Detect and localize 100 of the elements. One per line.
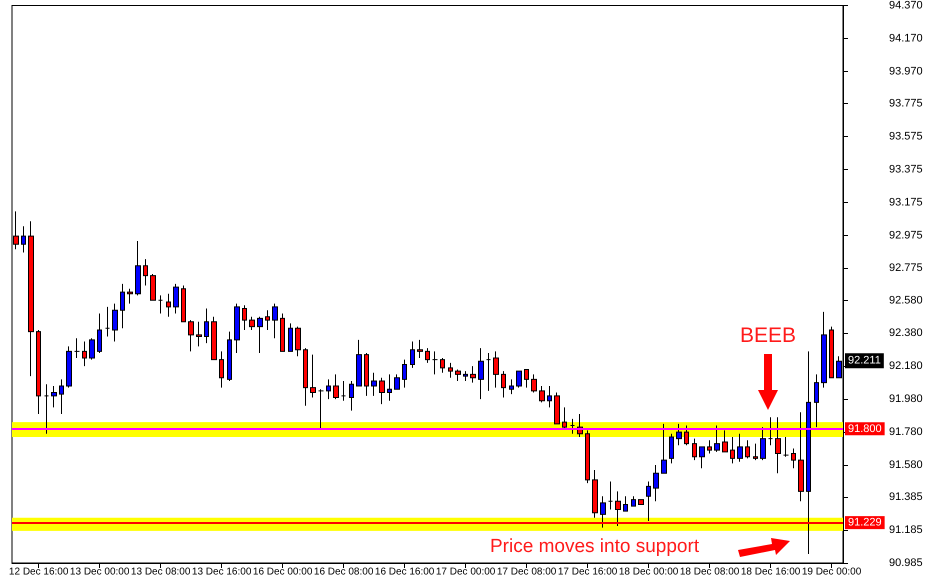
x-tick-label: 17 Dec 16:00 [558, 566, 618, 578]
candlestick [600, 496, 606, 528]
candlestick [364, 352, 369, 396]
candlestick [684, 424, 689, 446]
candlestick [760, 426, 766, 461]
candlestick [326, 378, 331, 400]
candlestick [585, 430, 590, 484]
candlestick [379, 377, 385, 405]
x-tick-label: 13 Dec 00:00 [70, 566, 130, 578]
candlestick [120, 283, 125, 329]
candlestick [775, 416, 781, 474]
candlestick [448, 362, 453, 378]
candlestick [554, 392, 560, 424]
y-tick-label: 92.380 [889, 327, 923, 340]
y-tick-label: 91.780 [889, 426, 923, 438]
candlestick [341, 380, 346, 402]
candlestick [692, 438, 697, 461]
candlestick [173, 283, 179, 314]
candlestick [722, 430, 728, 452]
candlestick [265, 310, 270, 330]
candlestick [89, 338, 95, 360]
y-tick-label: 92.775 [889, 262, 923, 274]
candlestick [821, 311, 827, 388]
candlestick [768, 416, 773, 446]
candlestick [493, 350, 499, 388]
y-tick-label: 92.975 [889, 229, 923, 242]
candlestick [676, 423, 682, 446]
candlestick [21, 226, 26, 254]
candlestick [524, 368, 529, 388]
y-tick-label: 94.370 [889, 0, 923, 12]
candlestick [257, 316, 263, 354]
candlestick [44, 384, 49, 434]
x-tick-label: 16 Dec 08:00 [314, 566, 374, 578]
candlestick [333, 374, 339, 400]
x-tick-label: 16 Dec 16:00 [374, 566, 435, 578]
x-tick-label: 18 Dec 08:00 [680, 566, 740, 578]
candlestick [440, 357, 445, 374]
candlestick [791, 448, 796, 469]
candlestick [288, 322, 293, 352]
candlestick [303, 348, 308, 406]
candlestick [211, 316, 217, 360]
candlestick [158, 294, 163, 314]
x-tick-label: 17 Dec 08:00 [496, 566, 557, 578]
candlestick [463, 370, 468, 382]
candlestick [798, 412, 804, 502]
y-tick-label: 91.185 [889, 524, 923, 536]
candlestick [234, 303, 240, 354]
x-tick-label: 13 Dec 08:00 [130, 566, 191, 578]
candlestick [112, 303, 118, 342]
candlestick [631, 496, 636, 507]
candlestick [242, 304, 247, 330]
x-tick-label: 13 Dec 16:00 [192, 566, 252, 578]
text: 92.211 [848, 354, 881, 367]
y-tick-label: 93.175 [889, 196, 923, 208]
y-tick-label: 91.580 [889, 459, 923, 472]
candlestick [562, 406, 567, 430]
candlestick [219, 350, 224, 388]
candlestick [318, 388, 324, 430]
candlestick [531, 374, 537, 394]
candlestick [829, 326, 834, 378]
candlestick [227, 331, 232, 382]
candlestick [501, 370, 506, 398]
candlestick [150, 273, 156, 301]
candlestick [166, 293, 171, 318]
candlestick [135, 240, 141, 296]
candlestick [181, 284, 186, 322]
candlestick [646, 480, 651, 522]
candlestick [547, 385, 552, 408]
candlestick [59, 378, 64, 414]
y-tick-label: 91.980 [889, 393, 923, 406]
candlestick [509, 378, 514, 395]
candlestick [707, 440, 712, 454]
candlestick [310, 354, 316, 398]
candlestick [455, 368, 461, 382]
candlestick [249, 316, 255, 330]
candlestick [714, 424, 720, 452]
candlestick [814, 374, 819, 428]
candlestick [97, 312, 102, 354]
candlestick [478, 348, 484, 400]
candlestick [417, 339, 423, 358]
candlestick [745, 440, 750, 459]
x-tick-label: 16 Dec 00:00 [252, 566, 313, 578]
candlestick [402, 359, 407, 388]
candlestick [699, 446, 705, 469]
candlestick [425, 348, 430, 364]
y-tick-label: 92.580 [889, 294, 923, 306]
candlestick [387, 374, 392, 402]
x-tick-label: 18 Dec 00:00 [618, 566, 679, 578]
candlestick [143, 258, 148, 286]
candlestick [661, 423, 667, 474]
candlestick [188, 320, 194, 352]
y-tick-label: 93.970 [889, 65, 923, 78]
candlestick [36, 329, 41, 414]
candlestick [638, 499, 644, 506]
candlestick [669, 433, 674, 464]
candlestick [127, 288, 133, 304]
candlestick [204, 308, 209, 344]
candlestick [470, 366, 476, 384]
candlestick [280, 312, 285, 352]
candlestick [570, 418, 575, 434]
